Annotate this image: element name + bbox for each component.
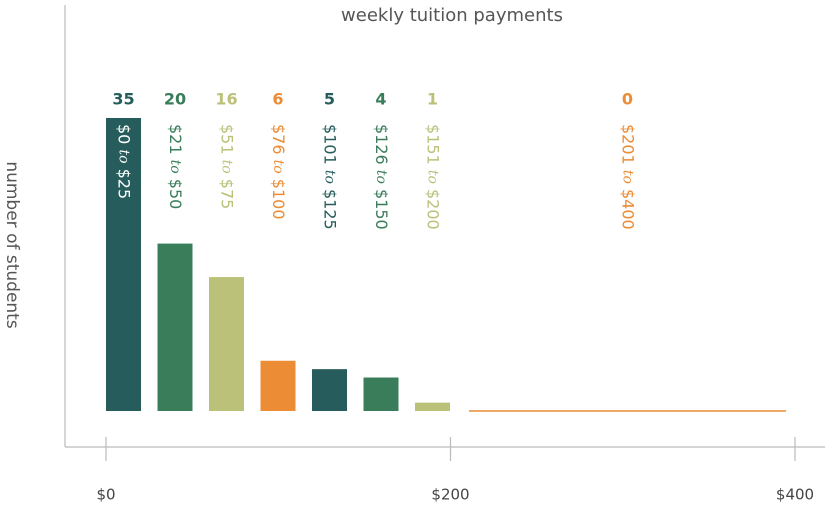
category-label: $151 to $200 [424, 124, 443, 230]
category-label: $101 to $125 [321, 124, 340, 230]
category-label: $201 to $400 [619, 124, 638, 230]
bar [260, 360, 296, 411]
bar [415, 402, 450, 411]
category-label: $21 to $50 [167, 124, 186, 209]
value-label: 20 [164, 90, 186, 109]
bar [209, 277, 244, 411]
chart-title: weekly tuition payments [341, 5, 563, 26]
category-label: $0 to $25 [115, 124, 134, 199]
x-tick-label: $400 [776, 486, 814, 504]
value-label: 35 [112, 90, 134, 109]
value-label: 5 [324, 90, 335, 109]
value-label: 4 [375, 90, 386, 109]
category-label: $51 to $75 [218, 124, 237, 209]
bar [157, 243, 193, 411]
bar [363, 377, 399, 411]
bar [106, 118, 141, 411]
y-axis-label: number of students [2, 161, 22, 329]
x-tick-label: $200 [431, 486, 469, 504]
value-label: 1 [427, 90, 438, 109]
value-label: 16 [215, 90, 237, 109]
category-label: $126 to $150 [373, 124, 392, 230]
value-label: 0 [622, 90, 633, 109]
category-label: $76 to $100 [270, 124, 289, 220]
x-tick-label: $0 [96, 486, 115, 504]
bar [312, 369, 347, 411]
value-label: 6 [272, 90, 283, 109]
